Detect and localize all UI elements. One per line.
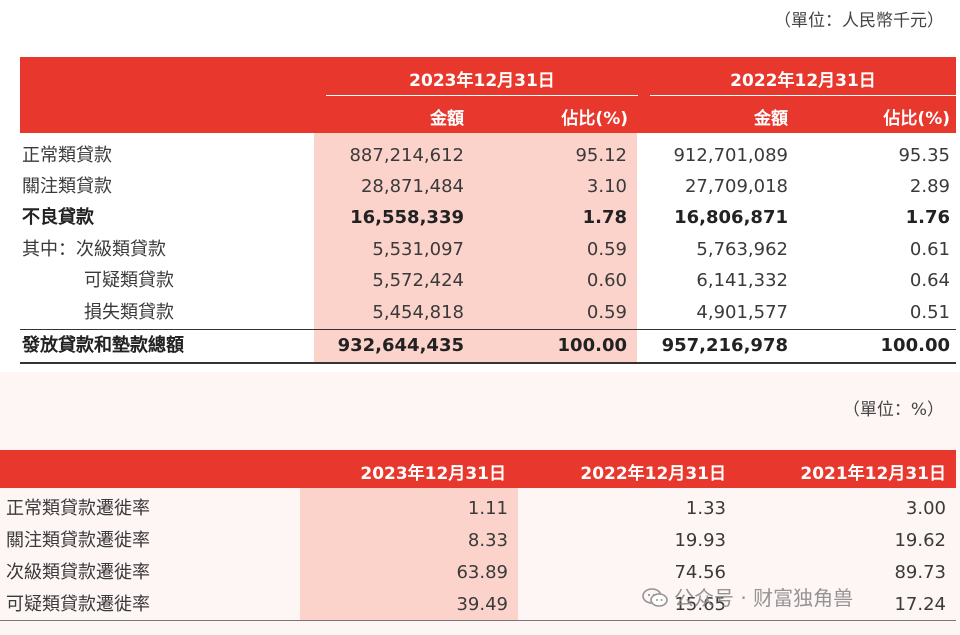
table-row: 發放貸款和墊款總額 932,644,435 100.00 957,216,978… bbox=[0, 330, 960, 361]
table-row: 關注類貸款遷徙率 8.33 19.93 19.62 bbox=[0, 525, 960, 556]
row-label: 正常類貸款遷徙率 bbox=[6, 498, 150, 519]
amount-2023: 16,558,339 bbox=[350, 207, 464, 228]
table1-header-divider bbox=[326, 95, 638, 96]
ratio-2022: 0.61 bbox=[909, 239, 950, 260]
row-label: 次級類貸款遷徙率 bbox=[6, 562, 150, 583]
table-row: 正常類貸款遷徙率 1.11 1.33 3.00 bbox=[0, 493, 960, 524]
amount-2022: 957,216,978 bbox=[661, 335, 788, 356]
row-label: 可疑類貸款遷徙率 bbox=[6, 594, 150, 615]
rate-2022: 74.56 bbox=[674, 562, 726, 583]
ratio-2023: 95.12 bbox=[575, 145, 627, 166]
ratio-2023: 1.78 bbox=[582, 207, 627, 228]
rate-2021: 19.62 bbox=[894, 530, 946, 551]
table2-header-band bbox=[0, 450, 956, 488]
table1-col-ratio-2022: 佔比(%) bbox=[883, 109, 950, 129]
ratio-2022: 0.51 bbox=[909, 302, 950, 323]
rate-2023: 8.33 bbox=[467, 530, 508, 551]
row-label: 其中：次級類貸款 bbox=[22, 239, 166, 260]
table-row: 可疑類貸款 5,572,424 0.60 6,141,332 0.64 bbox=[0, 265, 960, 296]
amount-2023: 5,572,424 bbox=[372, 270, 464, 291]
row-label: 發放貸款和墊款總額 bbox=[22, 335, 184, 356]
table2-period-2023: 2023年12月31日 bbox=[360, 464, 506, 484]
ratio-2023: 0.59 bbox=[586, 302, 627, 323]
amount-2022: 6,141,332 bbox=[696, 270, 788, 291]
ratio-2023: 0.60 bbox=[586, 270, 627, 291]
table-row: 次級類貸款遷徙率 63.89 74.56 89.73 bbox=[0, 557, 960, 588]
table2-highlight-2023 bbox=[300, 488, 518, 620]
table2-bottom-rule bbox=[0, 620, 956, 621]
amount-2023: 28,871,484 bbox=[360, 176, 464, 197]
ratio-2022: 2.89 bbox=[909, 176, 950, 197]
table-row: 其中：次級類貸款 5,531,097 0.59 5,763,962 0.61 bbox=[0, 234, 960, 265]
table1-period-2023: 2023年12月31日 bbox=[409, 71, 555, 91]
table-row: 正常類貸款 887,214,612 95.12 912,701,089 95.3… bbox=[0, 140, 960, 171]
amount-2023: 887,214,612 bbox=[349, 145, 464, 166]
amount-2023: 932,644,435 bbox=[337, 335, 464, 356]
table2-period-2021: 2021年12月31日 bbox=[800, 464, 946, 484]
table1-highlight-2023 bbox=[314, 133, 637, 363]
table2-period-2022: 2022年12月31日 bbox=[580, 464, 726, 484]
wechat-icon bbox=[642, 588, 668, 607]
table1-col-amount-2022: 金額 bbox=[754, 109, 788, 129]
ratio-2023: 100.00 bbox=[557, 335, 627, 356]
row-label: 損失類貸款 bbox=[84, 302, 174, 323]
amount-2023: 5,454,818 bbox=[372, 302, 464, 323]
amount-2022: 16,806,871 bbox=[674, 207, 788, 228]
amount-2022: 912,701,089 bbox=[673, 145, 788, 166]
watermark-text: 公众号 · 财富独角兽 bbox=[674, 586, 854, 610]
total-bottom-rule bbox=[20, 362, 956, 364]
ratio-2022: 0.64 bbox=[909, 270, 950, 291]
table1-unit: （單位：人民幣千元） bbox=[774, 11, 944, 31]
amount-2022: 4,901,577 bbox=[696, 302, 788, 323]
ratio-2022: 1.76 bbox=[905, 207, 950, 228]
rate-2021: 3.00 bbox=[905, 498, 946, 519]
ratio-2023: 3.10 bbox=[586, 176, 627, 197]
row-label: 關注類貸款 bbox=[22, 176, 112, 197]
ratio-2022: 95.35 bbox=[898, 145, 950, 166]
row-label: 不良貸款 bbox=[22, 207, 94, 228]
rate-2021: 17.24 bbox=[894, 594, 946, 615]
rate-2022: 19.93 bbox=[674, 530, 726, 551]
table-row: 關注類貸款 28,871,484 3.10 27,709,018 2.89 bbox=[0, 171, 960, 202]
ratio-2023: 0.59 bbox=[586, 239, 627, 260]
rate-2022: 1.33 bbox=[685, 498, 726, 519]
rate-2023: 63.89 bbox=[456, 562, 508, 583]
amount-2022: 27,709,018 bbox=[684, 176, 788, 197]
total-top-rule bbox=[20, 329, 956, 330]
table1-header-divider bbox=[650, 95, 956, 96]
table-row: 可疑類貸款遷徙率 39.49 15.65 17.24 bbox=[0, 589, 960, 620]
table2-unit: （單位：%） bbox=[842, 400, 944, 420]
table1-col-ratio-2023: 佔比(%) bbox=[561, 109, 628, 129]
table1-col-amount-2023: 金額 bbox=[430, 109, 464, 129]
rate-2023: 1.11 bbox=[467, 498, 508, 519]
watermark: 公众号 · 财富独角兽 bbox=[642, 582, 853, 611]
amount-2023: 5,531,097 bbox=[372, 239, 464, 260]
rate-2023: 39.49 bbox=[456, 594, 508, 615]
amount-2022: 5,763,962 bbox=[696, 239, 788, 260]
row-label: 正常類貸款 bbox=[22, 145, 112, 166]
table-row: 損失類貸款 5,454,818 0.59 4,901,577 0.51 bbox=[0, 297, 960, 328]
rate-2022: 15.65 bbox=[674, 594, 726, 615]
ratio-2022: 100.00 bbox=[880, 335, 950, 356]
row-label: 關注類貸款遷徙率 bbox=[6, 530, 150, 551]
row-label: 可疑類貸款 bbox=[84, 270, 174, 291]
table1-period-2022: 2022年12月31日 bbox=[730, 71, 876, 91]
rate-2021: 89.73 bbox=[894, 562, 946, 583]
table-row: 不良貸款 16,558,339 1.78 16,806,871 1.76 bbox=[0, 202, 960, 233]
